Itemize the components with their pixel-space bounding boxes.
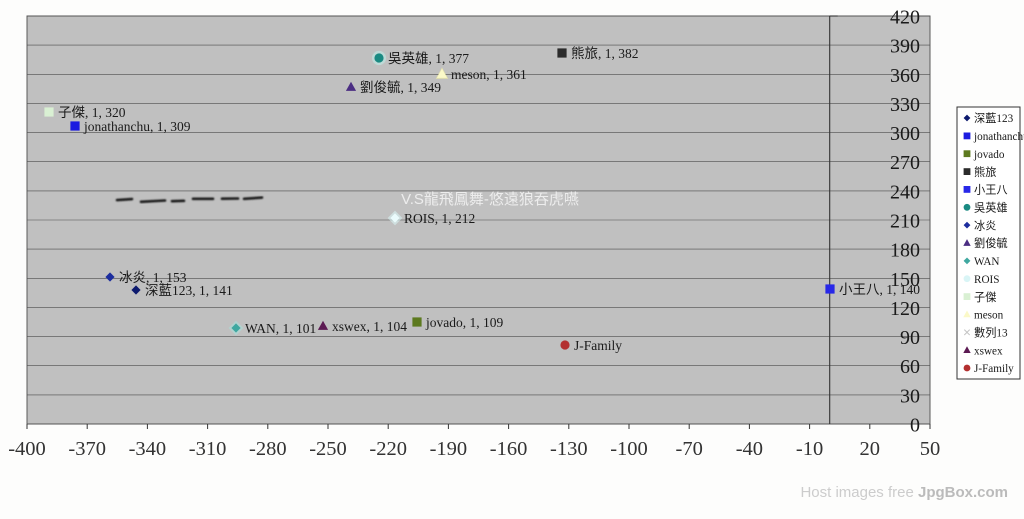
svg-text:ROIS: ROIS xyxy=(974,274,1000,286)
svg-text:ROIS, 1, 212: ROIS, 1, 212 xyxy=(404,211,475,226)
svg-text:劉俊毓: 劉俊毓 xyxy=(974,236,1008,250)
svg-text:子傑, 1, 320: 子傑, 1, 320 xyxy=(58,105,126,120)
svg-text:120: 120 xyxy=(890,298,920,320)
svg-text:-10: -10 xyxy=(796,438,823,460)
svg-text:30: 30 xyxy=(900,385,920,407)
svg-text:420: 420 xyxy=(890,7,920,29)
svg-text:吳英雄: 吳英雄 xyxy=(974,201,1008,215)
svg-text:劉俊毓, 1, 349: 劉俊毓, 1, 349 xyxy=(360,80,441,95)
svg-text:90: 90 xyxy=(900,327,920,349)
svg-text:深藍123: 深藍123 xyxy=(974,111,1014,125)
svg-text:360: 360 xyxy=(890,65,920,87)
svg-text:WAN, 1, 101: WAN, 1, 101 xyxy=(245,321,316,336)
svg-text:-310: -310 xyxy=(189,438,227,460)
svg-text:冰炎: 冰炎 xyxy=(974,219,996,232)
svg-text:-400: -400 xyxy=(8,438,46,460)
svg-text:xswex: xswex xyxy=(974,345,1003,357)
svg-text:20: 20 xyxy=(860,438,881,460)
svg-text:-370: -370 xyxy=(68,438,106,460)
svg-text:J-Family: J-Family xyxy=(974,363,1014,375)
svg-text:子傑: 子傑 xyxy=(974,291,996,304)
svg-text:熊旅: 熊旅 xyxy=(974,165,996,179)
svg-text:吳英雄, 1, 377: 吳英雄, 1, 377 xyxy=(388,50,469,66)
svg-text:-340: -340 xyxy=(129,438,167,460)
svg-text:180: 180 xyxy=(890,240,920,262)
svg-text:數列13: 數列13 xyxy=(974,326,1008,340)
svg-text:meson: meson xyxy=(974,310,1004,322)
svg-text:330: 330 xyxy=(890,94,920,116)
svg-text:-130: -130 xyxy=(550,438,588,460)
svg-text:jovado: jovado xyxy=(973,149,1005,161)
svg-text:-250: -250 xyxy=(309,438,347,460)
svg-text:390: 390 xyxy=(890,36,920,58)
svg-text:meson, 1, 361: meson, 1, 361 xyxy=(451,67,527,82)
svg-text:xswex, 1, 104: xswex, 1, 104 xyxy=(332,319,407,334)
svg-text:-220: -220 xyxy=(369,438,407,460)
svg-text:-40: -40 xyxy=(736,438,763,460)
svg-text:小王八, 1, 140: 小王八, 1, 140 xyxy=(839,282,920,297)
svg-text:小王八: 小王八 xyxy=(974,184,1008,197)
svg-text:jovado, 1, 109: jovado, 1, 109 xyxy=(425,315,503,330)
svg-text:300: 300 xyxy=(890,123,920,145)
svg-text:240: 240 xyxy=(890,181,920,203)
svg-text:WAN: WAN xyxy=(974,256,999,268)
svg-text:-100: -100 xyxy=(610,438,648,460)
svg-text:深藍123, 1, 141: 深藍123, 1, 141 xyxy=(145,283,233,298)
svg-text:-160: -160 xyxy=(490,438,528,460)
svg-text:-280: -280 xyxy=(249,438,287,460)
svg-text:60: 60 xyxy=(900,356,920,378)
svg-text:熊旅, 1, 382: 熊旅, 1, 382 xyxy=(571,46,639,61)
svg-text:210: 210 xyxy=(890,211,920,233)
svg-text:-70: -70 xyxy=(676,438,703,460)
svg-text:-190: -190 xyxy=(430,438,468,460)
svg-text:jonathanchu, 1, 309: jonathanchu, 1, 309 xyxy=(83,119,191,134)
svg-text:J-Family: J-Family xyxy=(574,338,622,353)
svg-text:50: 50 xyxy=(920,438,941,460)
svg-text:0: 0 xyxy=(910,415,920,437)
svg-text:V.S龍飛鳳舞-悠遠狼吞虎嚥: V.S龍飛鳳舞-悠遠狼吞虎嚥 xyxy=(401,191,579,208)
svg-text:270: 270 xyxy=(890,152,920,174)
svg-text:jonathanchu: jonathanchu xyxy=(973,131,1024,143)
